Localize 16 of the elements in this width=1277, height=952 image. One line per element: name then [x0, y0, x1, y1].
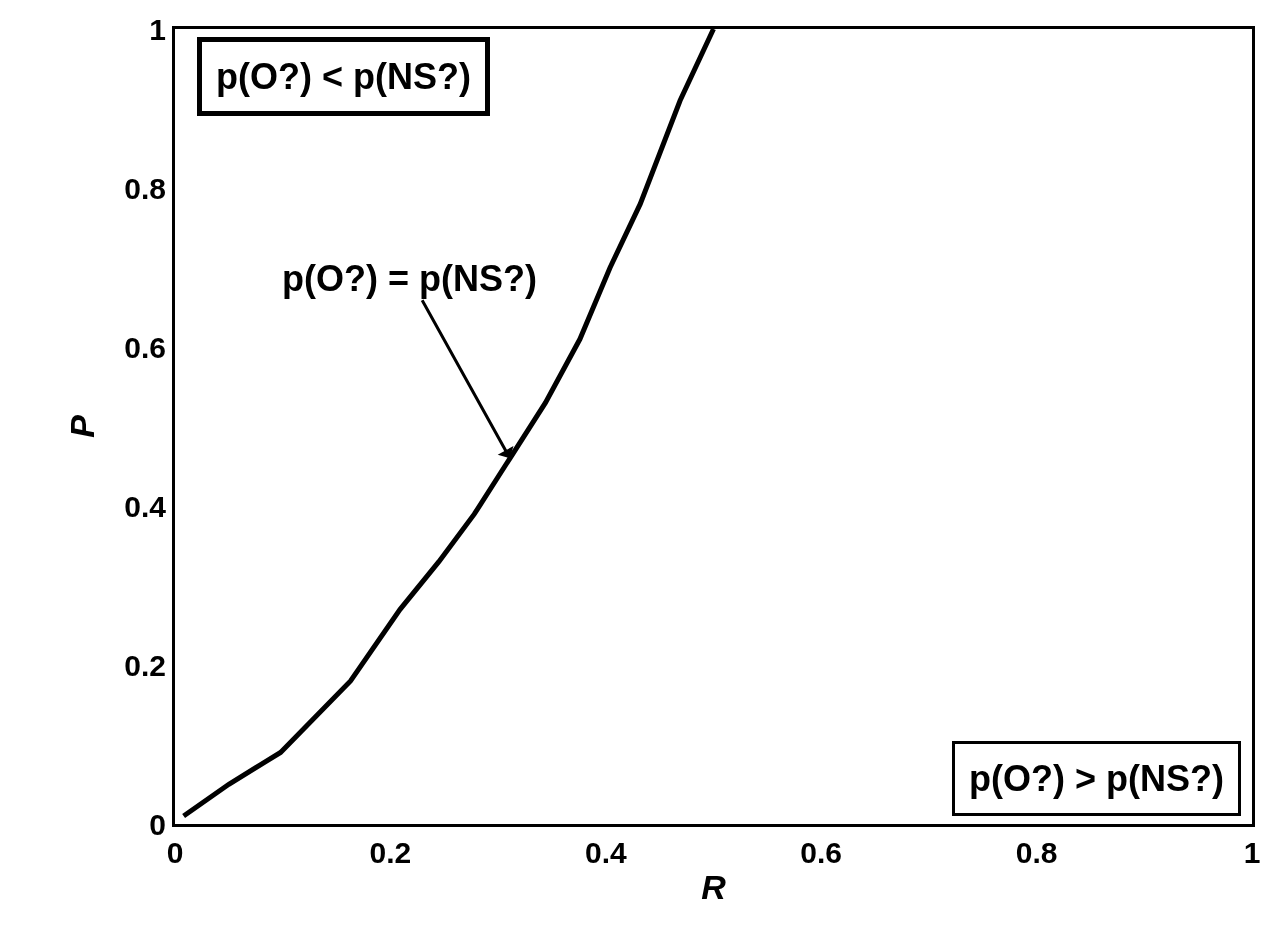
annotation: p(O?) < p(NS?): [216, 56, 471, 97]
y-tick-label: 0.6: [124, 330, 166, 364]
x-tick-label: 0.6: [800, 836, 843, 869]
x-axis-title: R: [701, 868, 727, 907]
y-tick-label: 0.2: [124, 648, 166, 682]
x-tick-label: 1: [1243, 836, 1261, 869]
annotation: p(O?) = p(NS?): [282, 258, 537, 299]
x-tick-label: 0.4: [584, 836, 627, 869]
x-tick-label: 0.2: [369, 836, 412, 869]
y-tick-label: 0.4: [124, 489, 167, 523]
annotation: p(O?) > p(NS?): [969, 758, 1224, 799]
y-tick-label: 1: [149, 12, 166, 46]
x-tick-label: 0.8: [1015, 836, 1058, 869]
y-tick-label: 0: [149, 807, 166, 841]
y-axis-title: P: [62, 414, 101, 438]
y-tick-label: 0.8: [124, 171, 166, 205]
